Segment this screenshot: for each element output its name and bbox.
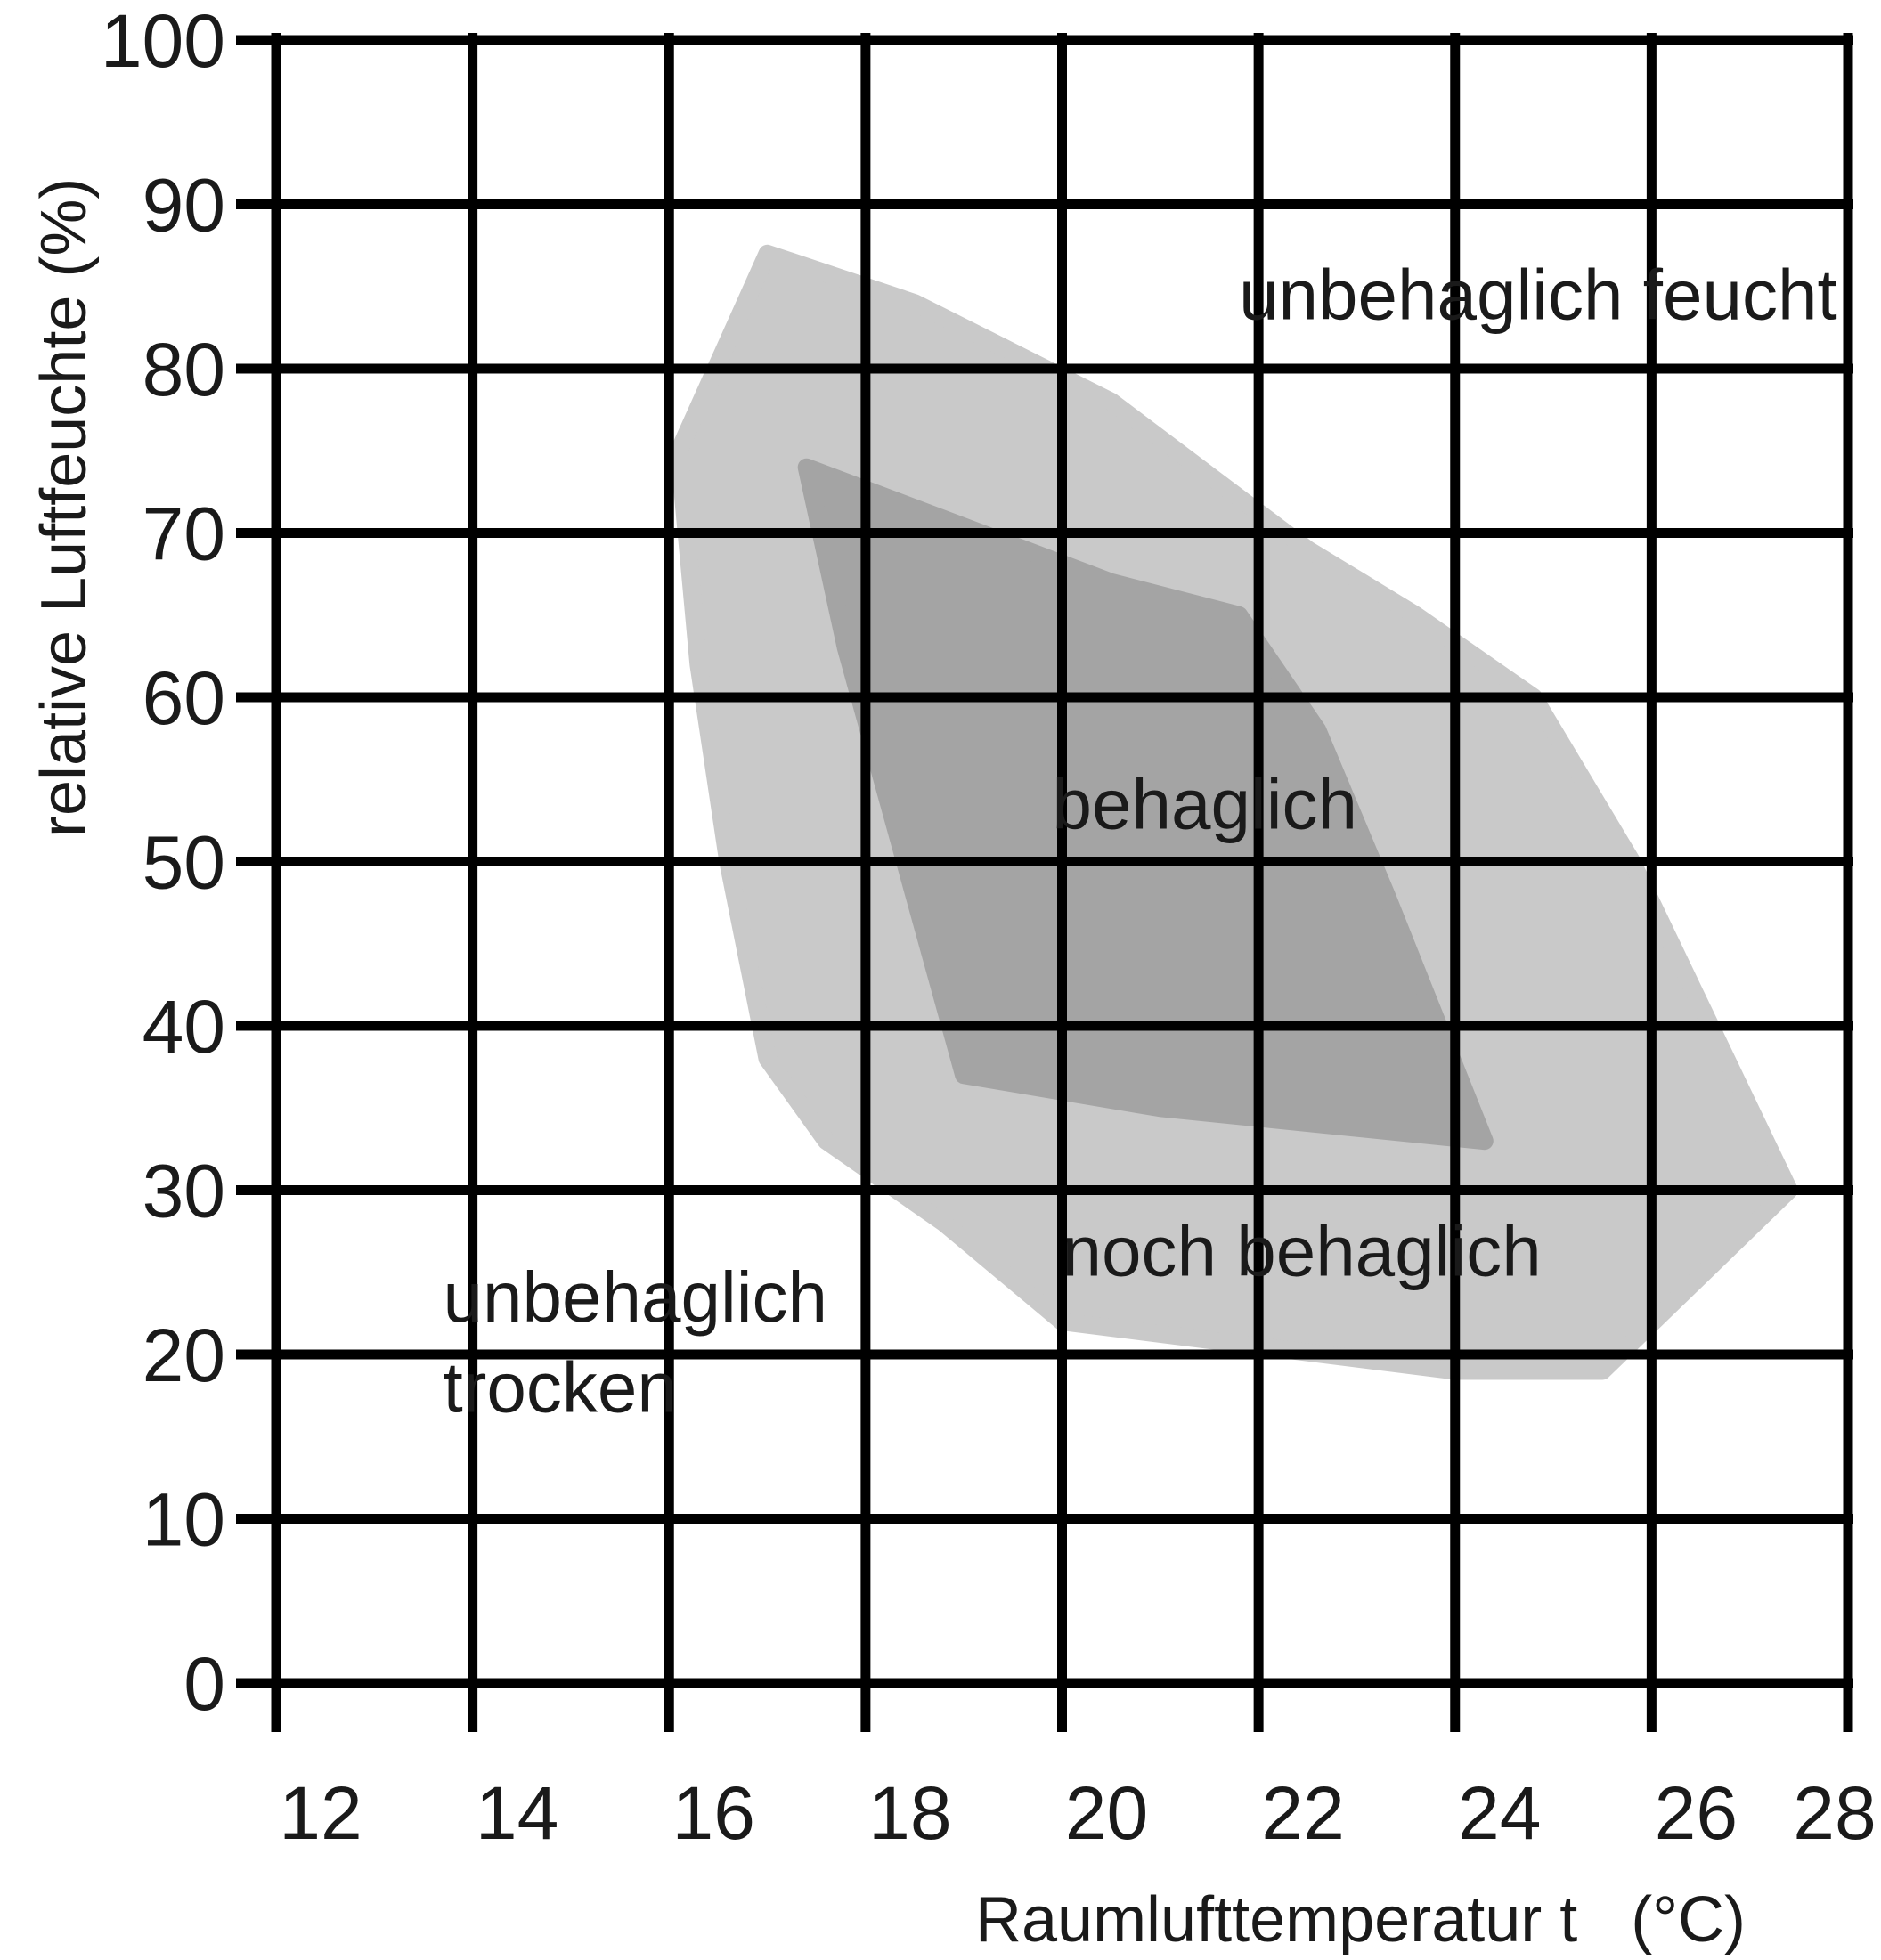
grid — [236, 33, 1853, 1732]
x-tick-12: 12 — [279, 1771, 362, 1855]
y-tick-70: 70 — [142, 492, 225, 576]
zone-annotations: unbehaglich feucht behaglich noch behaglic… — [444, 256, 1837, 1427]
y-tick-labels: 0 10 20 30 40 50 60 70 80 90 100 — [101, 0, 225, 1726]
x-tick-22: 22 — [1261, 1771, 1344, 1855]
y-tick-20: 20 — [142, 1313, 225, 1397]
y-tick-30: 30 — [142, 1150, 225, 1233]
annotation-behaglich: behaglich — [1052, 765, 1357, 844]
y-tick-40: 40 — [142, 985, 225, 1069]
y-tick-10: 10 — [142, 1478, 225, 1562]
x-tick-labels: 12 14 16 18 20 22 24 26 28 — [279, 1771, 1876, 1855]
zone-behaglich — [797, 458, 1494, 1151]
y-axis-title: relative Luftfeuchte (%) — [28, 178, 100, 837]
x-tick-26: 26 — [1655, 1771, 1738, 1855]
annotation-unbehaglich-feucht: unbehaglich feucht — [1239, 256, 1837, 335]
x-tick-14: 14 — [476, 1771, 558, 1855]
y-tick-100: 100 — [101, 0, 225, 83]
y-tick-60: 60 — [142, 656, 225, 740]
x-axis-title: Raumlufttemperatur t (°C) — [975, 1884, 1746, 1956]
y-tick-80: 80 — [142, 328, 225, 411]
annotation-noch-behaglich: noch behaglich — [1063, 1211, 1542, 1290]
x-axis-title-text: Raumlufttemperatur t — [975, 1884, 1577, 1956]
y-tick-0: 0 — [183, 1642, 225, 1726]
x-tick-28: 28 — [1793, 1771, 1876, 1855]
y-tick-50: 50 — [142, 821, 225, 905]
x-tick-24: 24 — [1458, 1771, 1541, 1855]
y-tick-90: 90 — [142, 164, 225, 248]
x-tick-20: 20 — [1065, 1771, 1148, 1855]
x-tick-18: 18 — [868, 1771, 951, 1855]
x-axis-title-unit: (°C) — [1631, 1884, 1746, 1956]
x-tick-16: 16 — [672, 1771, 755, 1855]
annotation-unbehaglich: unbehaglich — [444, 1257, 827, 1337]
annotation-trocken: trocken — [444, 1348, 677, 1427]
